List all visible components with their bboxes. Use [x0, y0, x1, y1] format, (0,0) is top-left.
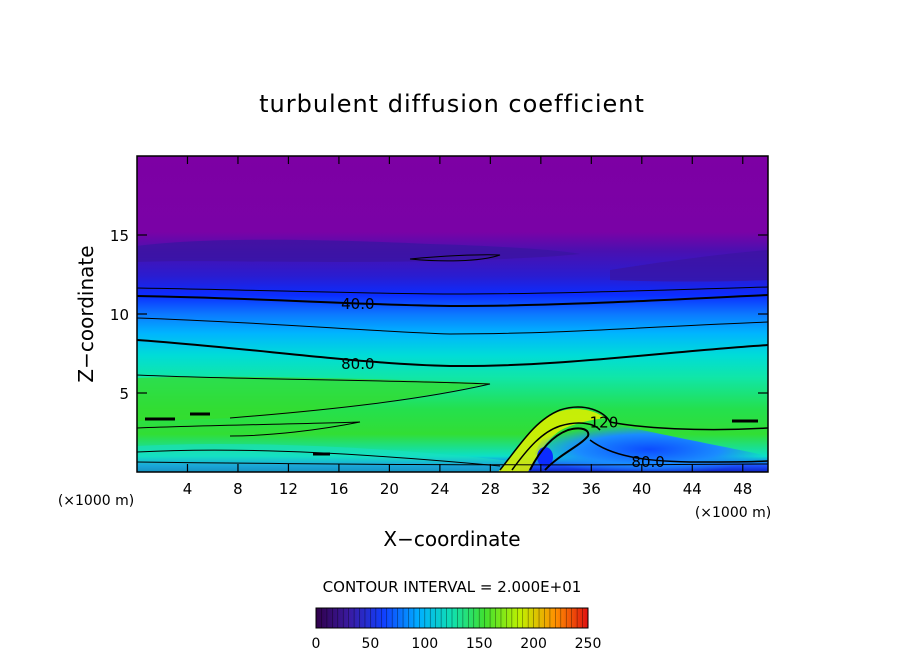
- colorbar-tick-label: 0: [312, 636, 321, 652]
- y-tick-label: 15: [110, 227, 129, 245]
- wave-yellow: [498, 408, 605, 472]
- contour-wave-inner: [511, 422, 601, 471]
- x-tick-label: 8: [233, 480, 243, 498]
- lower-cyan-band: [137, 443, 520, 472]
- contour-thin-c: [137, 374, 491, 419]
- contour-thin-b: [137, 317, 768, 335]
- green-tongue: [137, 376, 490, 421]
- x-tick-label: 12: [279, 480, 298, 498]
- x-tick-label: 36: [582, 480, 601, 498]
- contour-labels: 40.0 80.0 120 80.0: [341, 295, 665, 471]
- chart-title: turbulent diffusion coefficient: [259, 90, 645, 118]
- x-tick-label: 16: [329, 480, 348, 498]
- contour-base: [137, 461, 768, 466]
- x-unit-left: (×1000 m): [58, 493, 134, 509]
- y-tick-label: 5: [119, 385, 129, 403]
- colorbar-tick-label: 250: [575, 636, 602, 652]
- colorbar: 0 50 100 150 200 250: [312, 607, 602, 652]
- y-axis-label: Z−coordinate: [74, 245, 98, 382]
- contour-label: 80.0: [631, 453, 664, 471]
- indigo-band-left: [137, 239, 580, 262]
- x-tick-label: 28: [481, 480, 500, 498]
- y-tick-label: 10: [110, 306, 129, 324]
- contour-lines: [137, 254, 768, 471]
- x-tick-label: 44: [683, 480, 702, 498]
- contour-thin-a: [137, 286, 768, 295]
- contour-wave-core: [529, 427, 590, 471]
- x-tick-label: 4: [183, 480, 193, 498]
- contour-40: [137, 294, 768, 308]
- contour-wave-outer: [499, 406, 768, 471]
- x-tick-label: 24: [430, 480, 449, 498]
- colorbar-tick-label: 150: [466, 636, 493, 652]
- contour-label: 120: [590, 413, 619, 431]
- colorbar-tick-label: 200: [520, 636, 547, 652]
- y-axis-ticks: 5 10 15: [110, 227, 768, 403]
- x-tick-label: 40: [632, 480, 651, 498]
- contour-80: [137, 339, 768, 368]
- x-unit-right: (×1000 m): [695, 505, 771, 521]
- contour-thin-d: [137, 421, 361, 437]
- contour-label: 80.0: [341, 355, 374, 373]
- colorbar-tick-label: 100: [411, 636, 438, 652]
- contour-high: [409, 254, 501, 262]
- colorbar-tick-label: 50: [361, 636, 379, 652]
- colorbar-labels: 0 50 100 150 200 250: [312, 636, 602, 652]
- plot-area: 40.0 80.0 120 80.0: [137, 156, 768, 472]
- contour-interval-caption: CONTOUR INTERVAL = 2.000E+01: [323, 578, 582, 596]
- field-fill: [137, 156, 768, 472]
- colorbar-stripes: [321, 608, 583, 628]
- indigo-band-right: [610, 250, 768, 282]
- x-axis-label: X−coordinate: [383, 527, 520, 551]
- colorbar-frame: [315, 607, 589, 629]
- x-tick-label: 32: [531, 480, 550, 498]
- contour-label: 40.0: [341, 295, 374, 313]
- wave-blue-blob: [530, 421, 768, 472]
- contour-80-low: [589, 439, 768, 463]
- x-axis-ticks: 4 8 12 16 20 24 28 32 36 40 44 48: [183, 156, 752, 498]
- x-tick-label: 20: [380, 480, 399, 498]
- x-tick-label: 48: [733, 480, 752, 498]
